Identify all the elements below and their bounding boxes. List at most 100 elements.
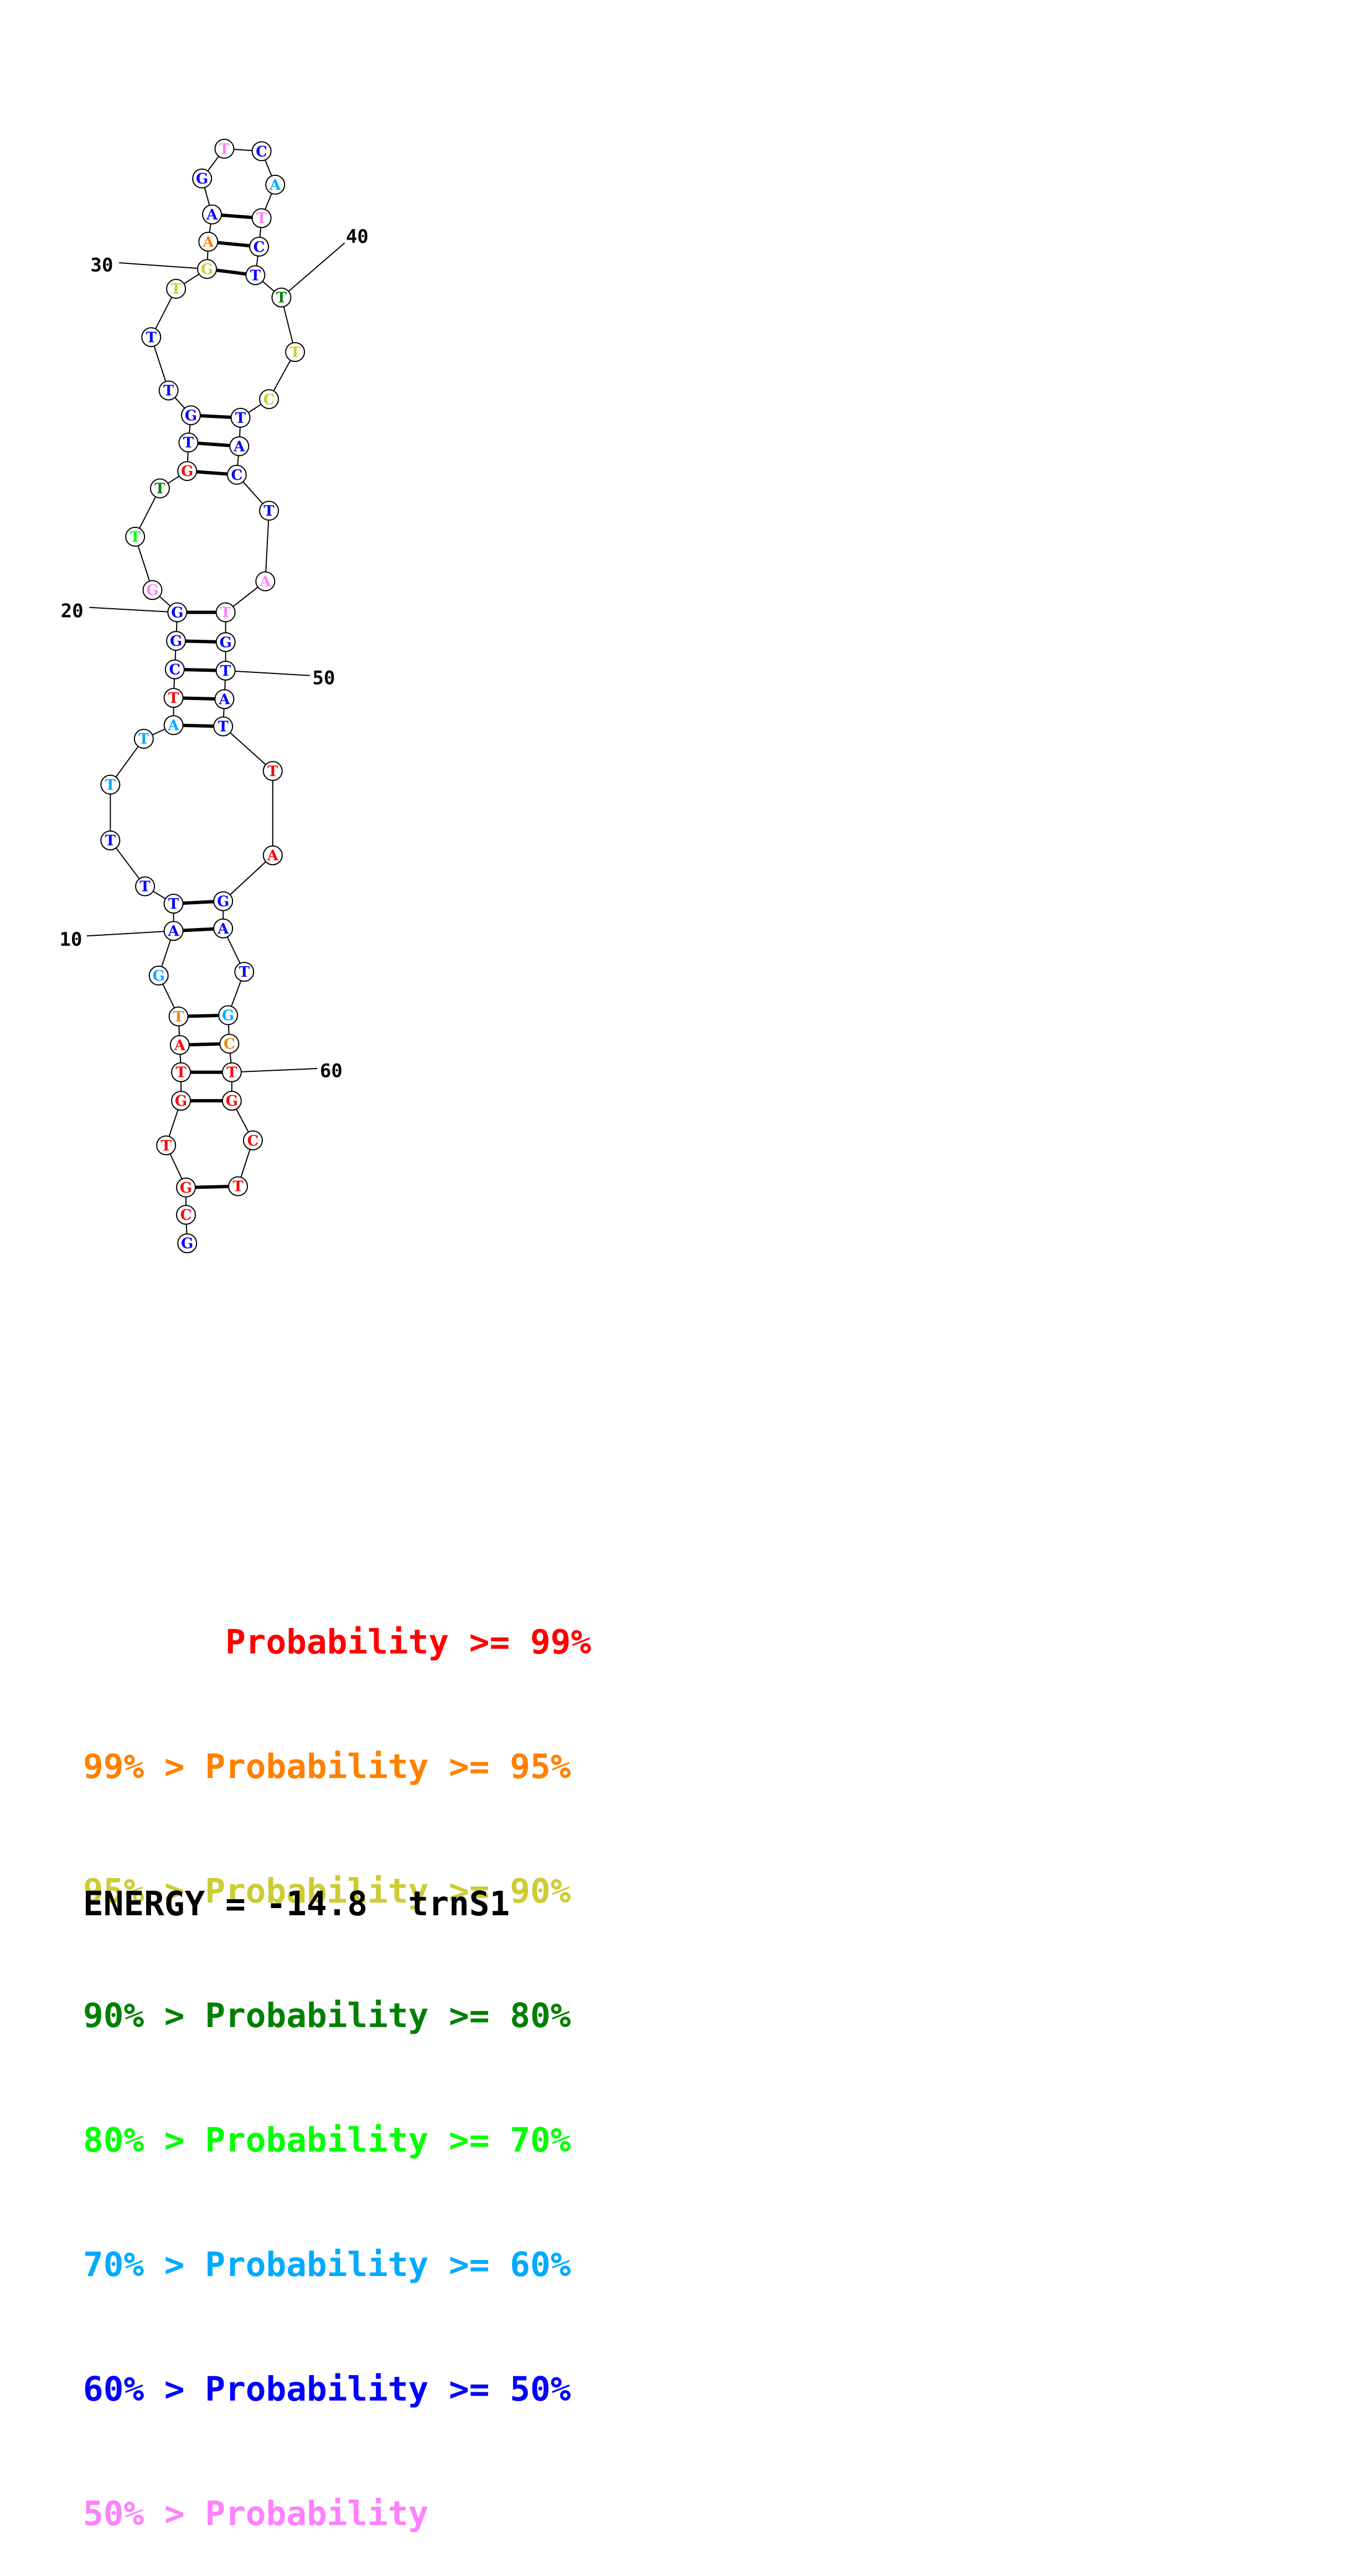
nucleotide-letter: T xyxy=(289,344,301,361)
nucleotide-circle xyxy=(100,830,121,851)
nucleotide-circle xyxy=(125,526,146,547)
nucleotide: T xyxy=(133,729,154,749)
position-label: 20 xyxy=(61,600,84,623)
nucleotide: T xyxy=(168,1006,189,1027)
nucleotide-circle xyxy=(259,389,279,410)
nucleotide: G xyxy=(171,1091,191,1111)
position-tick-line xyxy=(118,262,208,270)
nucleotide: T xyxy=(245,265,266,286)
nucleotide: G xyxy=(180,405,201,426)
nucleotide-letter: G xyxy=(181,463,193,480)
nucleotide-letter: A xyxy=(218,691,230,708)
position-label: 60 xyxy=(320,1060,343,1082)
nucleotide: T xyxy=(271,287,292,308)
nucleotide: T xyxy=(251,208,272,229)
position-label: 30 xyxy=(91,255,113,277)
nucleotide-letter: G xyxy=(220,634,232,651)
nucleotide: G xyxy=(197,259,218,279)
nucleotide: G xyxy=(176,1177,196,1198)
probability-legend: Probability >= 99% 99% > Probability >= … xyxy=(83,1538,591,2576)
nucleotide-letter: A xyxy=(269,177,281,194)
nucleotide: T xyxy=(149,478,170,499)
nucleotide: C xyxy=(251,141,272,162)
nucleotide-letter: A xyxy=(174,1037,186,1054)
nucleotide: C xyxy=(249,236,270,257)
legend-row: 99% > Probability >= 95% xyxy=(83,1747,571,1786)
nucleotide-letter: T xyxy=(226,1065,237,1081)
nucleotide: C xyxy=(219,1034,240,1054)
nucleotide-circle xyxy=(163,688,184,708)
nucleotide-letter: A xyxy=(233,438,245,455)
nucleotide-circle xyxy=(163,921,184,941)
nucleotide-letter: C xyxy=(256,143,267,160)
nucleotide-letter: T xyxy=(154,481,165,497)
nucleotide-circle xyxy=(262,761,283,781)
nucleotide-circle xyxy=(156,1135,177,1155)
nucleotide-circle xyxy=(166,631,187,651)
nucleotide-circle xyxy=(262,845,283,865)
nucleotide-circle xyxy=(221,1091,242,1111)
nucleotide: T xyxy=(141,327,162,348)
nucleotide: A xyxy=(198,231,219,252)
nucleotide: A xyxy=(163,921,184,941)
nucleotide-circle xyxy=(265,174,286,195)
nucleotide-letter: C xyxy=(247,1133,259,1149)
nucleotide: T xyxy=(285,342,306,362)
nucleotide-circle xyxy=(234,962,255,982)
nucleotide: T xyxy=(100,830,121,851)
nucleotide-circle xyxy=(219,1034,240,1054)
nucleotide: T xyxy=(262,761,283,781)
nucleotide: G xyxy=(177,1233,198,1253)
nucleotide: T xyxy=(178,432,199,453)
nucleotide: T xyxy=(158,380,179,401)
nucleotide-letter: G xyxy=(226,1093,238,1110)
nucleotide-circle xyxy=(218,1005,239,1025)
nucleotide-letter: T xyxy=(139,879,151,895)
nucleotide-letter: C xyxy=(231,467,242,484)
nucleotide-circle xyxy=(213,918,234,939)
nucleotide-circle xyxy=(171,1062,191,1082)
position-tick-line xyxy=(225,670,310,676)
nucleotide-letter: C xyxy=(253,239,265,256)
nucleotide: A xyxy=(265,174,286,195)
nucleotide: T xyxy=(100,774,121,795)
nucleotide-circle xyxy=(221,1062,242,1082)
nucleotide: T xyxy=(234,962,255,982)
nucleotide-circle xyxy=(192,168,213,189)
nucleotide: T xyxy=(163,688,184,708)
nucleotide-letter: G xyxy=(185,407,197,424)
nucleotide: T xyxy=(135,876,156,896)
legend-row: 90% > Probability >= 80% xyxy=(83,1996,571,2035)
nucleotide: A xyxy=(202,204,222,225)
nucleotide-circle xyxy=(197,259,218,279)
nucleotide-circle xyxy=(242,1130,263,1150)
nucleotide-letter: T xyxy=(163,383,174,400)
nucleotide-circle xyxy=(214,689,235,709)
nucleotide: C xyxy=(176,1205,196,1225)
nucleotide-letter: T xyxy=(105,777,116,794)
nucleotide-circle xyxy=(285,342,306,362)
nucleotide: A xyxy=(163,715,184,735)
nucleotide-letter: T xyxy=(219,141,230,158)
nucleotide-letter: T xyxy=(161,1138,172,1154)
nucleotide: C xyxy=(242,1130,263,1150)
nucleotide: T xyxy=(214,138,235,159)
nucleotide-circle xyxy=(169,1035,190,1055)
nucleotide-circle xyxy=(158,380,179,401)
nucleotide: G xyxy=(221,1091,242,1111)
nucleotide-letter: T xyxy=(170,281,182,298)
nucleotide-letter: T xyxy=(218,719,229,735)
nucleotide-circle xyxy=(271,287,292,308)
nucleotide: A xyxy=(214,689,235,709)
nucleotide-letter: C xyxy=(224,1036,235,1053)
nucleotide: T xyxy=(171,1062,191,1082)
nucleotide-circle xyxy=(167,602,188,623)
position-label: 10 xyxy=(60,929,82,951)
nucleotide-circle xyxy=(166,278,187,299)
nucleotide-letter: T xyxy=(220,663,231,680)
nucleotide-circle xyxy=(230,407,251,428)
nucleotide: T xyxy=(166,278,187,299)
nucleotide-circle xyxy=(180,405,201,426)
legend-row: 50% > Probability xyxy=(83,2494,429,2533)
